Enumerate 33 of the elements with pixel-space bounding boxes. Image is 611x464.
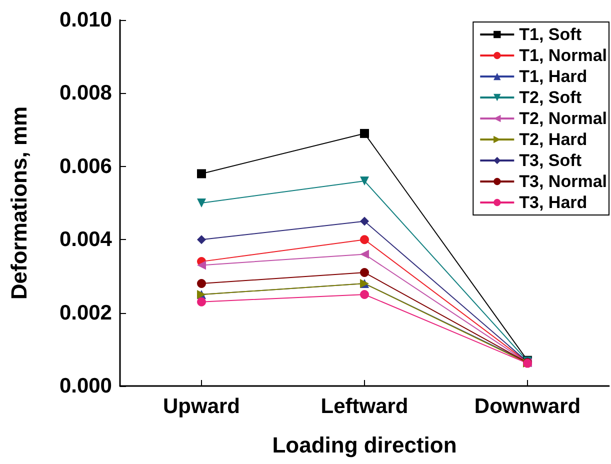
y-tick-label: 0.004 xyxy=(59,228,112,252)
point xyxy=(197,260,206,270)
y-tick-label: 0.010 xyxy=(59,8,112,32)
legend-label: T1, Normal xyxy=(519,46,608,65)
legend-label: T3, Normal xyxy=(519,172,608,191)
point xyxy=(197,198,206,208)
point xyxy=(360,250,369,259)
point xyxy=(197,279,206,288)
x-axis-title: Loading direction xyxy=(272,432,457,458)
point xyxy=(360,128,369,138)
legend-label: T2, Soft xyxy=(519,88,582,107)
legend-label: T1, Hard xyxy=(519,67,588,86)
x-tick-label: Upward xyxy=(162,395,240,418)
point xyxy=(360,176,369,186)
y-tick-label: 0.006 xyxy=(59,154,112,178)
point xyxy=(360,268,369,278)
point xyxy=(197,297,206,306)
point xyxy=(360,235,369,244)
y-tick-label: 0.002 xyxy=(59,301,112,324)
point xyxy=(360,290,369,299)
y-axis-title: Deformations, mm xyxy=(6,106,32,300)
legend-label: T3, Hard xyxy=(519,193,588,212)
point xyxy=(197,169,206,178)
point xyxy=(197,235,206,244)
legend-label: T2, Normal xyxy=(519,109,608,128)
legend-label: T2, Hard xyxy=(519,130,588,149)
y-tick-label: 0.008 xyxy=(59,82,112,105)
x-tick-label: Downward xyxy=(474,395,581,418)
legend-label: T1, Soft xyxy=(519,25,582,44)
point xyxy=(360,216,369,226)
legend-label: T3, Soft xyxy=(519,151,582,170)
y-tick-label: 0.000 xyxy=(59,374,112,398)
x-tick-label: Leftward xyxy=(320,395,408,418)
